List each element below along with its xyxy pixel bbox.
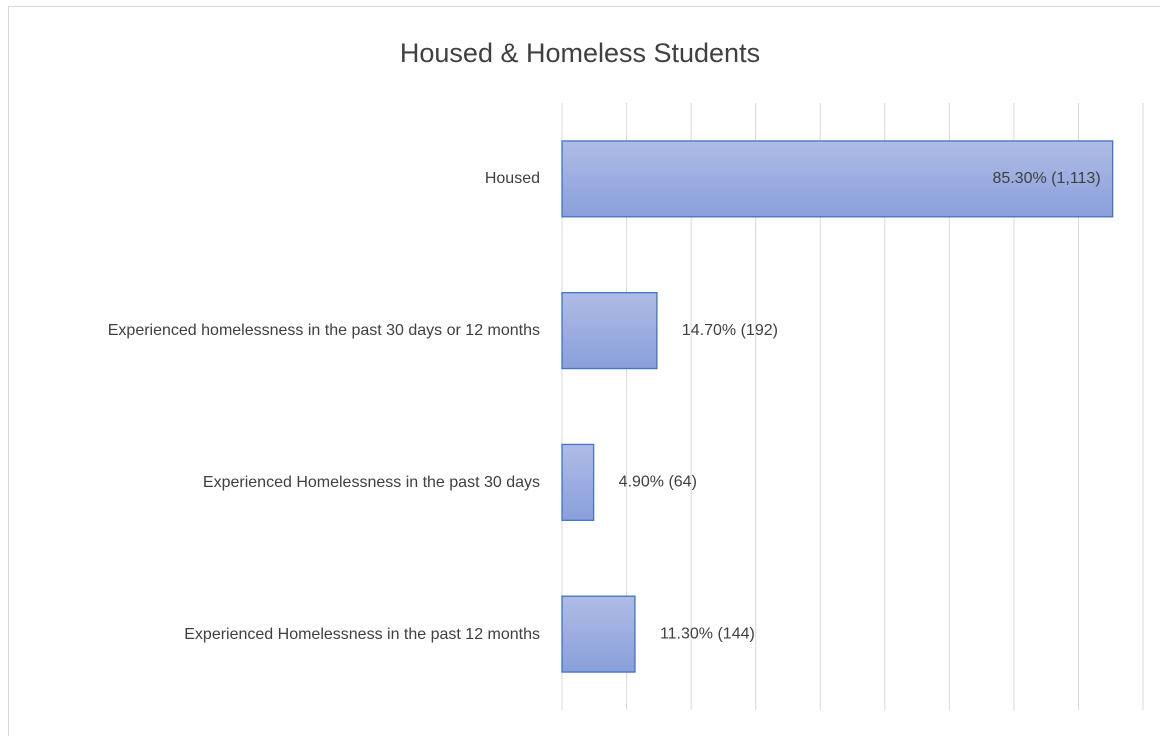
bar [561,443,595,521]
y-tick-label: Experienced Homelessness in the past 30 … [202,473,540,491]
bar [561,292,658,370]
data-label: 4.90% (64) [619,474,697,491]
bar [561,595,636,673]
y-tick-label: Experienced homelessness in the past 30 … [107,322,540,340]
y-tick-label: Experienced Homelessness in the past 12 … [184,625,540,643]
bar [561,140,1114,218]
y-tick-label-box: Experienced homelessness in the past 30 … [0,301,540,361]
chart-title: Housed & Homeless Students [400,38,760,68]
data-label: 14.70% (192) [682,322,778,339]
data-label: 11.30% (144) [660,625,755,642]
y-tick-label-box: Experienced Homelessness in the past 12 … [0,604,540,664]
y-tick-label: Housed [484,170,540,188]
data-label: 85.30% (1,113) [992,170,1100,187]
y-tick-label-box: Housed [0,149,540,209]
y-tick-label-box: Experienced Homelessness in the past 30 … [0,452,540,512]
